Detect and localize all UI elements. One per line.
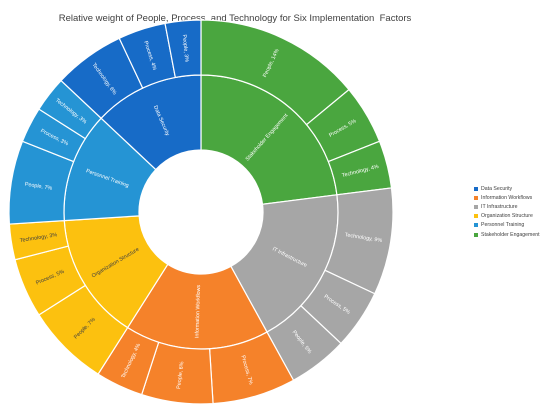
legend-item-stakeholder-engagement: Stakeholder Engagement bbox=[474, 230, 540, 239]
legend-label: Information Workflows bbox=[481, 194, 533, 201]
legend-label: Data Security bbox=[481, 185, 513, 192]
chart-title: Relative weight of People, Process, and … bbox=[58, 13, 412, 24]
legend-swatch bbox=[474, 204, 478, 209]
outer-label-personnel-training-people: People, 7% bbox=[24, 182, 52, 192]
legend-swatch bbox=[474, 232, 478, 237]
legend-label: Personnel Training bbox=[481, 222, 525, 229]
legend-item-data-security: Data Security bbox=[474, 184, 540, 193]
legend-swatch bbox=[474, 214, 478, 219]
legend-item-personnel-training: Personnel Training bbox=[474, 221, 540, 230]
legend-swatch bbox=[474, 195, 478, 200]
legend-swatch bbox=[474, 186, 478, 191]
legend-item-it-infrastructure: IT Infrastructure bbox=[474, 202, 540, 211]
outer-label-data-security-people: People, 3% bbox=[181, 34, 190, 62]
legend-swatch bbox=[474, 223, 478, 228]
outer-label-information-workflows-people: People, 6% bbox=[176, 361, 185, 389]
legend-label: Stakeholder Engagement bbox=[481, 231, 540, 238]
chart-legend: Data Security Information Workflows IT Inf… bbox=[474, 184, 540, 239]
inner-label-information-workflows: Information Workflows bbox=[194, 284, 202, 338]
outer-label-it-infrastructure-technology: Technology, 9% bbox=[344, 232, 382, 244]
legend-label: Organization Structure bbox=[481, 213, 533, 220]
outer-label-organization-structure-technology: Technology, 3% bbox=[20, 232, 58, 244]
legend-item-information-workflows: Information Workflows bbox=[474, 193, 540, 202]
legend-label: IT Infrastructure bbox=[481, 203, 518, 210]
outer-segment-data-security-people bbox=[164, 19, 202, 79]
legend-item-organization-structure: Organization Structure bbox=[474, 212, 540, 221]
